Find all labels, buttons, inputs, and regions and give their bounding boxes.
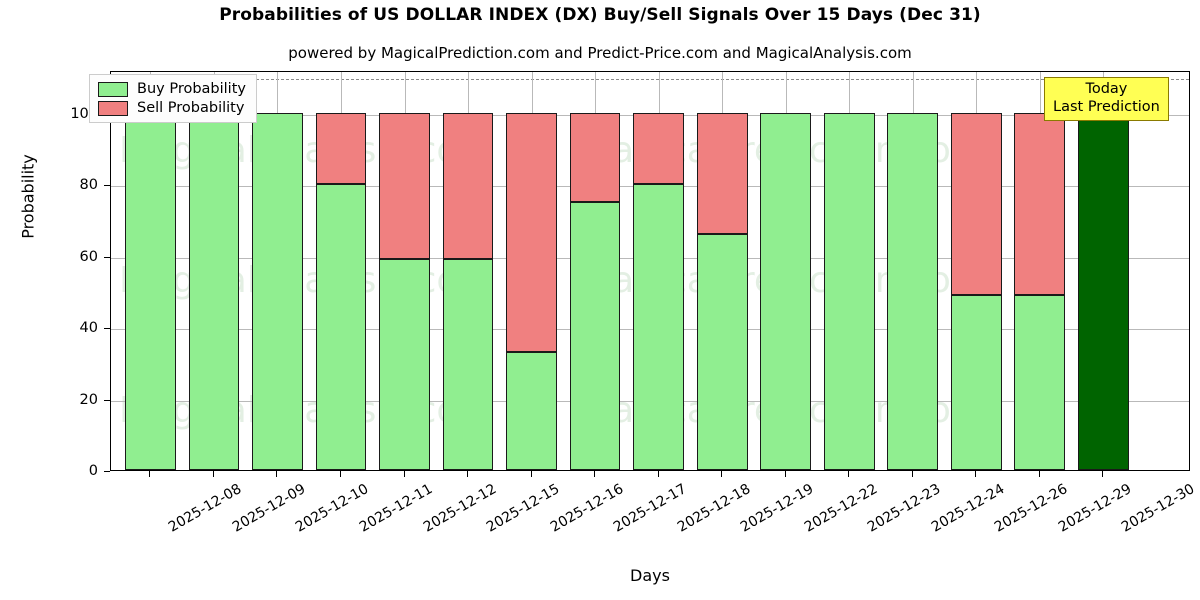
bar-2025-12-12[interactable] <box>379 72 430 470</box>
bar-2025-12-19[interactable] <box>696 72 748 470</box>
today-annotation: Today Last Prediction <box>1044 77 1169 122</box>
bar-segment-buy[interactable] <box>696 234 748 470</box>
chart-subtitle: powered by MagicalPrediction.com and Pre… <box>288 44 912 62</box>
x-tick-mark <box>975 471 977 477</box>
bar-segment-buy[interactable] <box>315 184 367 470</box>
bar-2025-12-30[interactable] <box>1077 72 1129 470</box>
bar-2025-12-22[interactable] <box>760 72 812 470</box>
x-tick-mark <box>149 471 151 477</box>
legend-item-sell: Sell Probability <box>98 100 246 116</box>
bar-segment-buy[interactable] <box>252 112 303 470</box>
y-tick-label: 80 <box>79 177 98 194</box>
y-axis: 0 20 40 60 80 100 <box>0 71 110 479</box>
bar-2025-12-17[interactable] <box>569 72 621 470</box>
bar-segment-buy[interactable] <box>1014 295 1066 470</box>
bar-segment-buy[interactable] <box>442 259 494 470</box>
bar-segment-buy[interactable] <box>823 112 875 470</box>
bar-segment-buy[interactable] <box>379 259 430 470</box>
bar-segment-buy[interactable] <box>760 112 812 470</box>
bar-2025-12-10[interactable] <box>252 72 303 470</box>
x-tick-mark <box>784 471 786 477</box>
x-tick-mark <box>911 471 913 477</box>
y-tick-label: 40 <box>79 320 98 337</box>
x-axis: Days 2025-12-08 2025-12-09 2025-12-10 2025-… <box>110 471 1198 591</box>
reference-line-dashed <box>111 79 1189 81</box>
bar-segment-sell[interactable] <box>569 112 621 203</box>
x-tick-mark <box>276 471 278 477</box>
bar-segment-buy[interactable] <box>569 202 621 470</box>
bar-segment-buy[interactable] <box>124 112 176 470</box>
bar-2025-12-08[interactable] <box>124 72 176 470</box>
y-axis-label: Probability <box>18 154 38 239</box>
bar-segment-sell[interactable] <box>696 112 748 235</box>
x-tick-mark <box>1038 471 1040 477</box>
y-tick-mark <box>104 471 110 472</box>
x-tick-mark <box>657 471 659 477</box>
legend-item-buy: Buy Probability <box>98 81 246 97</box>
bar-2025-12-15[interactable] <box>442 72 494 470</box>
x-tick-mark <box>848 471 850 477</box>
x-tick-mark <box>1102 471 1104 477</box>
plot-area: MagicalAnalysis.comMagicalPrediction.com… <box>110 71 1190 471</box>
bar-segment-sell[interactable] <box>315 112 367 185</box>
y-tick-mark <box>104 256 110 258</box>
x-axis-label: Days <box>630 566 670 585</box>
bar-2025-12-16[interactable] <box>506 72 557 470</box>
today-annotation-line2: Last Prediction <box>1053 98 1160 115</box>
x-tick-mark <box>721 471 723 477</box>
bar-segment-today[interactable] <box>1077 112 1129 470</box>
y-tick-mark <box>104 399 110 401</box>
bar-2025-12-29[interactable] <box>1014 72 1066 470</box>
bar-segment-sell[interactable] <box>379 112 430 260</box>
bar-segment-buy[interactable] <box>950 295 1002 470</box>
bar-segment-buy[interactable] <box>633 184 685 470</box>
bar-segment-buy[interactable] <box>188 112 240 470</box>
y-tick-mark <box>104 328 110 330</box>
plot-inner: MagicalAnalysis.comMagicalPrediction.com… <box>111 72 1189 470</box>
bar-segment-sell[interactable] <box>442 112 494 260</box>
bar-segment-sell[interactable] <box>633 112 685 185</box>
bar-segment-buy[interactable] <box>506 352 557 470</box>
x-tick-mark <box>594 471 596 477</box>
y-tick-mark <box>104 185 110 187</box>
y-tick-label: 0 <box>88 463 98 479</box>
x-tick-mark <box>339 471 341 477</box>
bar-2025-12-18[interactable] <box>633 72 685 470</box>
bar-2025-12-09[interactable] <box>188 72 240 470</box>
bar-2025-12-11[interactable] <box>315 72 367 470</box>
legend-label-sell: Sell Probability <box>137 100 245 116</box>
bar-2025-12-23[interactable] <box>823 72 875 470</box>
today-annotation-line1: Today <box>1085 81 1128 97</box>
x-tick-mark <box>467 471 469 477</box>
bar-segment-sell[interactable] <box>506 112 557 353</box>
bar-segment-sell[interactable] <box>1014 112 1066 295</box>
bar-segment-buy[interactable] <box>887 112 939 470</box>
x-tick-mark <box>212 471 214 477</box>
legend-swatch-buy-icon <box>98 81 128 97</box>
bar-2025-12-24[interactable] <box>887 72 939 470</box>
legend-swatch-sell-icon <box>98 100 128 116</box>
legend-label-buy: Buy Probability <box>137 81 246 97</box>
chart-title: Probabilities of US DOLLAR INDEX (DX) Bu… <box>219 5 981 25</box>
bar-2025-12-26[interactable] <box>950 72 1002 470</box>
x-tick-mark <box>530 471 532 477</box>
bar-segment-sell[interactable] <box>950 112 1002 295</box>
x-tick-mark <box>403 471 405 477</box>
chart-legend: Buy Probability Sell Probability <box>89 74 257 123</box>
y-tick-label: 60 <box>79 248 98 265</box>
y-tick-label: 20 <box>79 391 98 408</box>
